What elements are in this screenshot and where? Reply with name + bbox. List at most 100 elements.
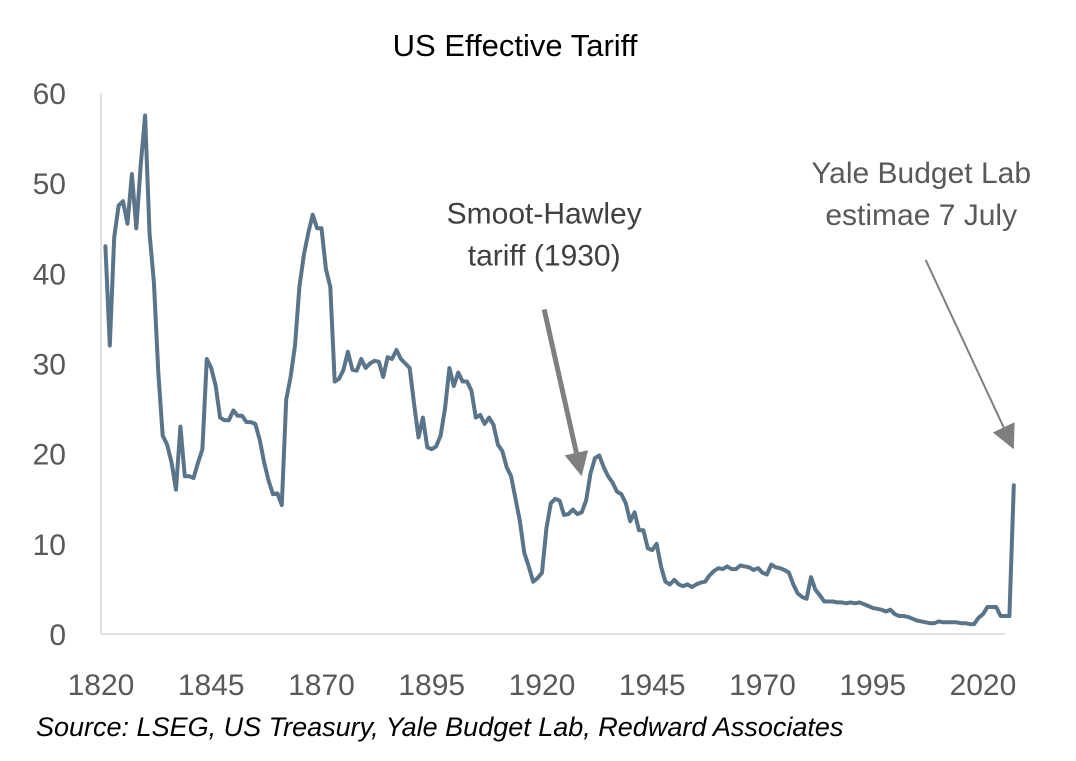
data-point (497, 444, 498, 445)
data-point (484, 423, 485, 424)
data-point (449, 367, 450, 368)
data-point (815, 589, 816, 590)
data-point (471, 390, 472, 391)
data-point (819, 595, 820, 596)
data-point (563, 514, 564, 515)
data-point (625, 503, 626, 504)
data-point (466, 381, 467, 382)
data-point (365, 367, 366, 368)
x-tick-label: 2020 (950, 669, 1017, 702)
data-point (722, 569, 723, 570)
y-tick-label: 30 (33, 349, 66, 382)
data-point (246, 422, 247, 423)
data-point (586, 500, 587, 501)
data-point (925, 622, 926, 623)
data-point (709, 575, 710, 576)
data-point (444, 408, 445, 409)
data-point (837, 602, 838, 603)
data-point (555, 498, 556, 499)
y-tick-label: 40 (33, 258, 66, 291)
data-point (978, 617, 979, 618)
data-point (436, 446, 437, 447)
data-point (145, 115, 146, 116)
data-point (850, 602, 851, 603)
data-point (643, 530, 644, 531)
data-point (903, 615, 904, 616)
data-point (105, 246, 106, 247)
annotation-label: tariff (1930) (468, 240, 621, 273)
annotations: Smoot-Hawley tariff (1930) Yale Budget Lab… (447, 157, 1031, 477)
data-point (171, 462, 172, 463)
data-point (189, 476, 190, 477)
data-point (489, 417, 490, 418)
data-point (369, 363, 370, 364)
data-point (162, 435, 163, 436)
data-point (740, 565, 741, 566)
data-point (131, 174, 132, 175)
data-point (1009, 615, 1010, 616)
data-point (718, 568, 719, 569)
data-point (991, 606, 992, 607)
data-point (378, 361, 379, 362)
data-point (220, 417, 221, 418)
data-point (259, 440, 260, 441)
data-point (374, 360, 375, 361)
data-point (127, 223, 128, 224)
data-point (149, 232, 150, 233)
data-point (140, 165, 141, 166)
data-point (771, 564, 772, 565)
data-point (863, 604, 864, 605)
data-point (211, 367, 212, 368)
x-tick-label: 1970 (729, 669, 796, 702)
data-point (660, 566, 661, 567)
data-point (458, 372, 459, 373)
data-point (136, 228, 137, 229)
plot-series (103, 113, 1016, 627)
data-point (824, 601, 825, 602)
data-point (713, 570, 714, 571)
data-point (255, 423, 256, 424)
data-point (669, 584, 670, 585)
data-point (806, 598, 807, 599)
y-tick-label: 10 (33, 529, 66, 562)
data-point (277, 493, 278, 494)
data-point (678, 584, 679, 585)
series-line (103, 113, 1016, 627)
data-point (1004, 615, 1005, 616)
annotation-arrow-head (992, 422, 1015, 450)
data-point (683, 586, 684, 587)
data-point (762, 572, 763, 573)
data-point (899, 615, 900, 616)
data-point (511, 476, 512, 477)
y-tick-label: 50 (33, 168, 66, 201)
data-point (114, 237, 115, 238)
data-point (696, 584, 697, 585)
data-point (242, 415, 243, 416)
data-point (197, 462, 198, 463)
x-tick-label: 1895 (398, 669, 465, 702)
data-point (656, 543, 657, 544)
data-point (727, 566, 728, 567)
data-point (855, 603, 856, 604)
data-point (652, 550, 653, 551)
data-point (431, 449, 432, 450)
data-point (872, 607, 873, 608)
data-point (577, 514, 578, 515)
data-point (881, 609, 882, 610)
data-point (422, 417, 423, 418)
data-point (616, 491, 617, 492)
data-point (797, 593, 798, 594)
y-tick-label: 60 (33, 78, 66, 111)
data-point (391, 358, 392, 359)
data-point (912, 618, 913, 619)
data-point (193, 477, 194, 478)
data-point (312, 214, 313, 215)
data-point (528, 566, 529, 567)
data-point (343, 369, 344, 370)
chart-title: US Effective Tariff (393, 28, 638, 63)
data-point (228, 420, 229, 421)
data-point (122, 201, 123, 202)
data-point (687, 584, 688, 585)
data-point (167, 444, 168, 445)
data-point (202, 449, 203, 450)
